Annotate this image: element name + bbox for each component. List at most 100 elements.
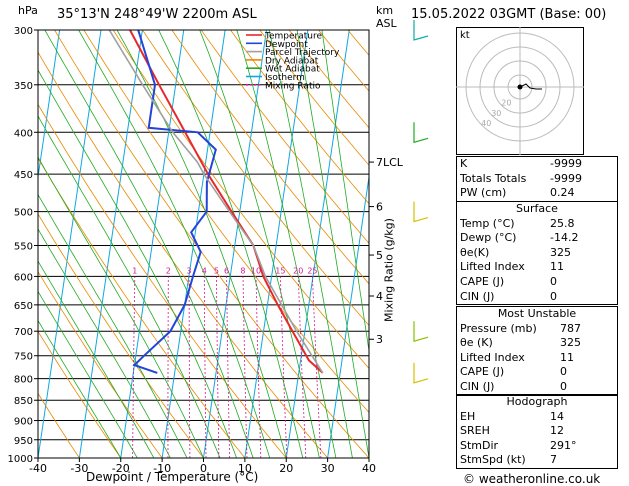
index-row: K -9999 [460,157,582,170]
dry-adiabat [38,51,328,458]
wind-barb [413,321,429,343]
temperature-tick-label: 10 [238,462,252,475]
isotherm [203,30,267,458]
surface-row: Dewp (°C) -14.2 [460,231,579,245]
surface-title: Surface [516,202,558,215]
parcel-trajectory-line [108,30,324,374]
most-unstable-panel: Most Unstable Pressure (mb) 787 θe (K) 325… [456,306,618,396]
temperature-tick-label: 30 [321,462,335,475]
pressure-tick-label: 950 [14,436,33,447]
isotherm [327,173,369,458]
hodograph-ring-label: 30 [491,109,501,118]
height-tick-label: 7LCL [376,156,404,169]
hodograph-ring-label: 20 [501,99,511,108]
wind-barb [413,20,429,41]
surface-row: θe(K) 325 [460,245,571,259]
hodograph-table-row: StmSpd (kt) 7 [460,453,557,467]
legend-label: Dewpoint [265,40,308,50]
wet-adiabat [199,30,320,458]
isotherm [368,454,369,458]
isotherm [78,30,143,458]
plot-frame [37,29,370,459]
mixing-ratio-line [255,276,262,458]
mixing-ratio-line [188,276,191,458]
pressure-tick-label: 650 [14,301,33,312]
indices-panel: K -9999 Totals Totals -9999 PW (cm) 0.24 [456,156,618,202]
surface-row: CIN (J) 0 [460,289,557,303]
index-row: PW (cm) 0.24 [460,186,575,200]
wet-adiabat [38,290,138,458]
dry-adiabat [38,213,204,458]
legend-label: Isotherm [265,73,305,83]
mixing-ratio-line [297,276,307,458]
mixing-ratio-label: 10 [251,266,261,275]
wind-barb [413,201,429,223]
wet-adiabat [158,30,304,458]
pressure-tick-label: 800 [14,375,33,386]
dry-adiabat [38,103,287,458]
temperature-tick-label: -40 [29,462,47,475]
pressure-tick-label: 450 [14,170,33,181]
most-unstable-title: Most Unstable [497,307,577,320]
height-tick-label: 4 [376,290,383,303]
hodograph-table-row: StmDir 291° [460,438,577,452]
mixing-ratio-label: 20 [293,266,303,275]
temperature-tick-label: -20 [112,462,130,475]
mixing-ratio-labels: 1 2 3 4 5 6 8 10 15 20 25 [132,266,317,275]
wind-barb [413,362,429,384]
wind-barbs [413,20,429,384]
pressure-tick-label: 850 [14,396,33,407]
temperature-ticks: -40 -30 -20 -10 0 10 20 30 40 [29,458,376,475]
pressure-ticks: 300 350 400 450 500 550 600 650 700 750 800 850 900 9… [8,26,38,465]
mixing-ratio-line [203,276,207,458]
legend-label: Mixing Ratio [265,81,321,91]
credit-text[interactable]: © weatheronline.co.uk [463,472,601,486]
dry-adiabat [200,30,369,244]
wet-adiabat [38,260,155,458]
wet-adiabat [236,30,337,458]
surface-row: Temp (°C) 25.8 [460,216,575,230]
dry-adiabat [38,157,246,458]
hodograph-table-panel: Hodograph EH 14 SREH 12 StmDir 291° StmSpd … [456,394,618,469]
km-label: km [376,4,394,17]
hodograph-unit: kt [460,30,470,41]
temperature-tick-label: 20 [279,462,293,475]
most-unstable-row: CIN (J) 0 [460,379,567,393]
mixing-ratio-label: 25 [307,266,317,275]
skew-t-series [108,30,324,374]
chart-title: 35°13'N 248°49'W 2200m ASL [57,7,257,22]
isotherm [120,30,185,458]
pressure-tick-label: 400 [14,128,33,139]
legend-label: Dry Adiabat [265,56,319,66]
mixing-ratio-label: 6 [224,266,229,275]
dry-adiabat [38,270,163,458]
legend-label: Wet Adiabat [265,65,320,75]
pressure-tick-label: 600 [14,272,33,283]
x-axis-label: Dewpoint / Temperature (°C) [86,470,259,484]
dewpoint-line [132,30,217,374]
wet-adiabat [38,69,237,458]
height-tick-label: 5 [376,249,383,262]
wet-adiabat [38,228,171,458]
isotherm [285,30,350,458]
mixing-ratio-label: 3 [187,266,192,275]
dry-adiabat [54,30,369,458]
mixing-ratio-line [242,276,248,458]
isotherm [244,30,309,458]
mixing-ratio-line [216,276,220,458]
asl-label: ASL [376,17,397,30]
height-ticks: 7LCL 6 5 4 3 [369,156,404,346]
wet-adiabat [296,30,369,458]
mixing-ratio-label: 5 [214,266,219,275]
wet-adiabat [38,319,122,458]
most-unstable-row: θe (K) 325 [460,336,581,350]
surface-row: CAPE (J) 0 [460,274,557,288]
hodograph-table-title: Hodograph [506,395,568,408]
isotherm [161,30,226,458]
hodograph-table-row: EH 14 [460,409,564,423]
mixing-ratio-line [226,276,230,458]
pressure-tick-label: 550 [14,241,33,252]
